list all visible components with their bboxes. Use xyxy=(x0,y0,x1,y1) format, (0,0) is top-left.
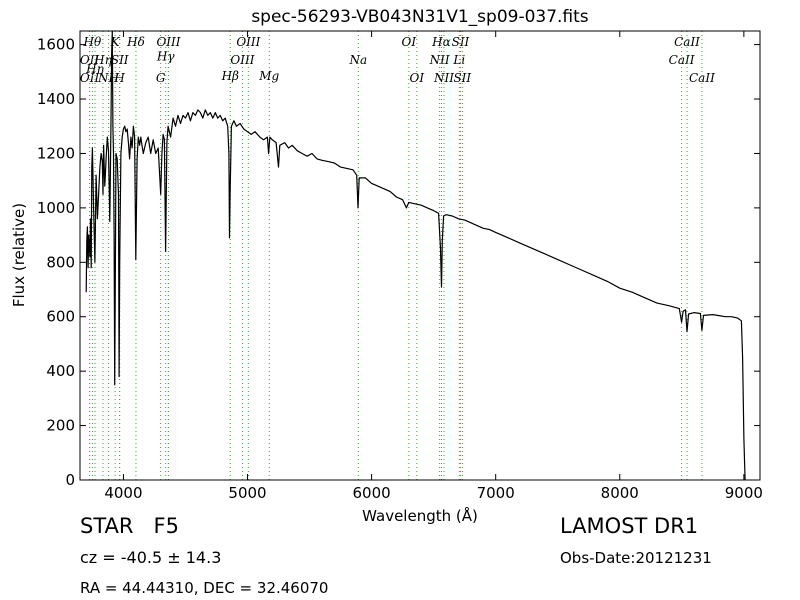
spectral-line-label: Hα xyxy=(431,35,451,49)
spectral-line-label: OI xyxy=(409,71,424,85)
survey-label: LAMOST DR1 xyxy=(560,514,699,538)
spectral-line-label: OII xyxy=(80,71,100,85)
y-tick-label: 200 xyxy=(46,417,75,435)
obs-date-text: Obs-Date:20121231 xyxy=(560,549,712,567)
chart-title: spec-56293-VB043N31V1_sp09-037.fits xyxy=(251,7,588,27)
spectral-line-label: NH xyxy=(97,71,120,85)
spectrum-line xyxy=(85,30,746,481)
spectral-line-label: SII xyxy=(453,71,471,85)
spectral-line-label: CaII xyxy=(689,71,715,85)
axis-ticks: 4000 5000 6000 7000 8000 9000 0 200 400 600 800 100… xyxy=(37,31,763,502)
x-axis-label: Wavelength (Å) xyxy=(362,506,478,525)
spectral-line-label: K xyxy=(110,35,121,49)
y-tick-label: 1000 xyxy=(37,199,75,217)
class-label: STAR xyxy=(80,514,134,538)
x-tick-label: 8000 xyxy=(601,484,639,502)
radec-text: RA = 44.44310, DEC = 32.46070 xyxy=(80,579,329,597)
y-tick-label: 600 xyxy=(46,308,75,326)
spectral-line-label: Hγ xyxy=(156,49,175,63)
spectral-line-label: G xyxy=(156,71,166,85)
spectral-line-label: Hη xyxy=(93,53,112,67)
y-axis-label: Flux (relative) xyxy=(10,203,28,307)
redshift-text: cz = -40.5 ± 14.3 xyxy=(80,548,222,567)
x-tick-label: 7000 xyxy=(477,484,515,502)
spectral-line-label: SII xyxy=(111,53,129,67)
y-tick-label: 400 xyxy=(46,362,75,380)
subclass-label: F5 xyxy=(153,514,179,538)
spectral-line-markers: OIIOIIHθHηHηNHKHSIIHδGHγOIIIHβOIIIOIIIMg… xyxy=(80,31,715,480)
y-tick-label: 0 xyxy=(65,471,75,489)
spectral-line-label: OIII xyxy=(236,35,260,49)
spectral-line-label: Hβ xyxy=(221,69,239,83)
y-tick-label: 1600 xyxy=(37,36,75,54)
spectral-line-label: Li xyxy=(452,53,465,67)
y-tick-label: 1200 xyxy=(37,144,75,162)
spectral-line-label: H xyxy=(113,71,125,85)
spectral-line-label: Hη xyxy=(85,62,104,76)
spectral-line-label: NII xyxy=(433,71,454,85)
spectral-line-label: OIII xyxy=(156,35,180,49)
spectral-line-label: CaII xyxy=(674,35,700,49)
spectral-line-label: Hθ xyxy=(83,35,102,49)
spectral-line-label: Mg xyxy=(258,69,279,83)
spectral-line-label: Hδ xyxy=(126,35,145,49)
y-tick-label: 1400 xyxy=(37,90,75,108)
x-tick-label: 6000 xyxy=(353,484,391,502)
x-tick-label: 5000 xyxy=(228,484,266,502)
plot-frame xyxy=(79,30,761,481)
spectral-line-label: NII xyxy=(429,53,450,67)
spectral-line-label: OI xyxy=(402,35,417,49)
x-tick-label: 9000 xyxy=(725,484,763,502)
object-class: STAR F5 xyxy=(80,514,179,538)
y-tick-label: 800 xyxy=(46,253,75,271)
spectral-line-label: CaII xyxy=(669,53,695,67)
spectral-line-label: SII xyxy=(452,35,470,49)
spectral-line-label: Na xyxy=(349,53,368,67)
spectral-line-label: OIII xyxy=(230,53,254,67)
x-tick-label: 4000 xyxy=(104,484,142,502)
